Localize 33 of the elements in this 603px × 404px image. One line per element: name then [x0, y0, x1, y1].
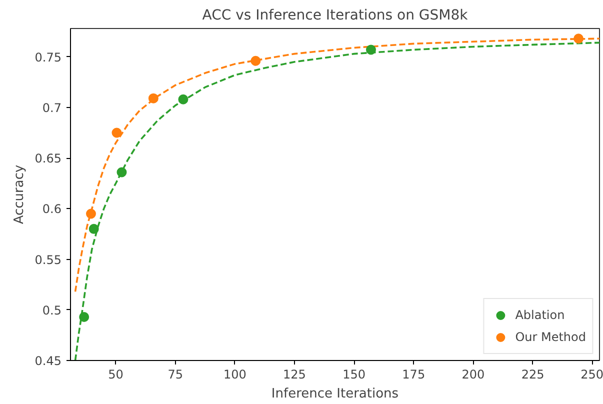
x-tick-label: 175 — [402, 368, 426, 382]
point — [86, 208, 96, 219]
x-tick-label: 150 — [342, 368, 366, 382]
point — [574, 34, 584, 44]
x-tick-label: 100 — [223, 368, 246, 382]
y-tick-label: 0.7 — [42, 100, 62, 115]
x-tick-label: 200 — [462, 368, 485, 382]
x-axis-title: Inference Iterations — [271, 386, 399, 402]
point — [112, 128, 122, 138]
y-tick-label: 0.65 — [34, 152, 62, 166]
x-tick-label: 75 — [168, 368, 183, 382]
point — [79, 312, 90, 322]
y-tick-label: 0.5 — [42, 303, 62, 318]
line-series — [74, 38, 600, 293]
line-series — [74, 42, 600, 360]
y-tick-label: 0.75 — [34, 50, 62, 64]
x-tick-label: 125 — [283, 368, 306, 382]
x-tick-label: 50 — [108, 368, 124, 382]
x-tick-label: 225 — [521, 368, 544, 382]
point — [178, 94, 188, 104]
point — [116, 167, 127, 178]
point — [250, 56, 261, 66]
y-axis-title: Accuracy — [12, 164, 27, 224]
point — [88, 224, 99, 234]
y-tick-label: 0.55 — [34, 252, 62, 267]
legend-label: Our Method — [515, 330, 586, 344]
point — [148, 93, 158, 104]
x-tick-label: 250 — [580, 368, 603, 382]
point — [366, 44, 376, 55]
y-tick-label: 0.6 — [42, 202, 62, 216]
chart-title: ACC vs Inference Iterations on GSM8k — [202, 8, 469, 24]
legend-label: Ablation — [515, 308, 565, 322]
y-tick-label: 0.45 — [34, 354, 62, 368]
